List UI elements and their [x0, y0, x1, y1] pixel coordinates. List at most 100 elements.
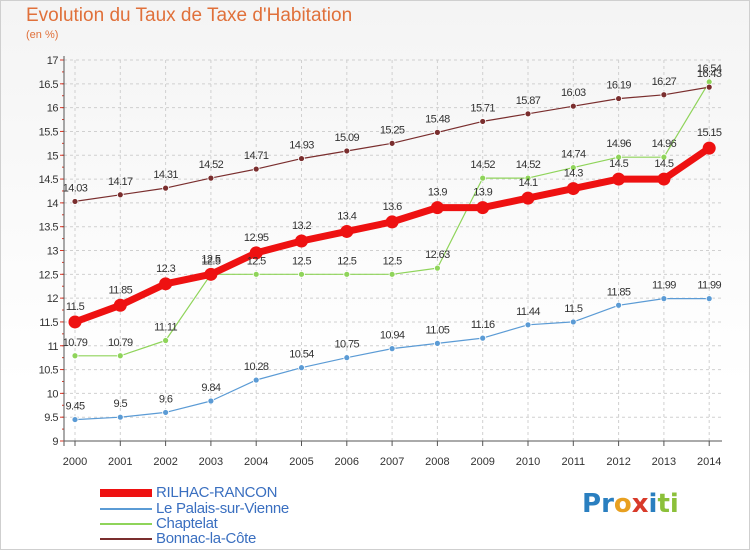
- data-point: [113, 298, 127, 312]
- data-label: 14.03: [63, 182, 88, 194]
- legend-label: RILHAC-RANCON: [156, 484, 278, 501]
- legend-swatch: [100, 489, 152, 497]
- y-tick-label: 15: [47, 150, 59, 162]
- data-point: [204, 267, 218, 281]
- data-label: 12.5: [337, 255, 356, 267]
- data-label: 9.45: [65, 401, 84, 413]
- x-tick-label: 2012: [606, 456, 630, 468]
- data-label: 14.3: [564, 168, 583, 180]
- data-label: 11.5: [66, 301, 85, 313]
- data-label: 10.79: [63, 337, 88, 349]
- data-label: 10.54: [289, 349, 314, 361]
- x-tick-label: 2009: [470, 456, 494, 468]
- data-label: 14.71: [244, 150, 269, 162]
- data-label: 16.27: [652, 76, 677, 88]
- data-point: [524, 174, 532, 182]
- data-label: 13.9: [473, 187, 492, 199]
- data-label: 13.4: [337, 210, 356, 222]
- data-label: 15.87: [516, 95, 541, 107]
- data-point: [430, 201, 444, 215]
- logo-letter: i: [669, 489, 679, 519]
- data-point: [116, 413, 124, 421]
- logo-letter: o: [613, 489, 632, 519]
- data-label: 9.6: [159, 393, 173, 405]
- x-tick-label: 2011: [561, 456, 585, 468]
- data-point: [388, 270, 396, 278]
- data-point: [705, 83, 713, 91]
- x-tick-label: 2013: [652, 456, 676, 468]
- logo-letter: r: [601, 489, 614, 519]
- data-label: 10.94: [380, 330, 405, 342]
- data-point: [569, 164, 577, 172]
- data-label: 14.5: [609, 158, 628, 170]
- data-label: 9.84: [201, 382, 220, 394]
- data-point: [249, 246, 263, 260]
- data-point: [569, 318, 577, 326]
- data-point: [521, 191, 535, 205]
- data-point: [476, 201, 490, 215]
- y-tick-label: 9: [52, 436, 58, 448]
- y-tick-label: 13: [47, 246, 59, 258]
- data-label: 14.93: [289, 140, 314, 152]
- data-point: [207, 174, 215, 182]
- data-label: 11.16: [471, 319, 495, 331]
- x-tick-label: 2014: [697, 456, 721, 468]
- x-tick-label: 2000: [63, 456, 87, 468]
- proxiti-logo: Proxiti: [582, 489, 679, 519]
- data-label: 12.3: [156, 263, 175, 275]
- data-point: [162, 409, 170, 416]
- data-point: [298, 155, 305, 162]
- data-point: [524, 110, 532, 118]
- data-label: 10.28: [244, 361, 269, 373]
- data-point: [159, 277, 173, 291]
- y-tick-label: 15.5: [39, 126, 59, 138]
- data-point: [116, 191, 124, 199]
- data-point: [479, 334, 487, 342]
- legend-swatch: [100, 508, 152, 510]
- unit-label: (en %): [26, 29, 59, 41]
- data-point: [566, 182, 580, 196]
- data-label: 15.25: [380, 124, 405, 136]
- data-label: 14.74: [561, 149, 586, 161]
- legend-swatch: [100, 538, 152, 540]
- chart-title: Evolution du Taux de Taxe d'Habitation: [26, 5, 353, 26]
- data-point: [388, 139, 396, 147]
- data-point: [612, 172, 626, 186]
- data-point: [660, 153, 668, 161]
- data-label: 15.48: [425, 113, 450, 125]
- data-point: [116, 352, 124, 360]
- data-point: [252, 165, 260, 173]
- y-tick-label: 12: [47, 293, 59, 305]
- legend-label: Chaptelat: [156, 515, 218, 532]
- data-point: [615, 95, 622, 102]
- data-label: 14.52: [470, 159, 495, 171]
- data-point: [705, 295, 713, 303]
- data-point: [71, 198, 79, 205]
- data-label: 11.5: [564, 303, 583, 315]
- data-label: 12.5: [292, 255, 311, 267]
- data-label: 16.03: [561, 87, 586, 99]
- y-tick-label: 14: [47, 198, 59, 210]
- data-label: 16.43: [697, 68, 722, 80]
- y-tick-label: 12.5: [39, 269, 59, 281]
- data-point: [615, 153, 622, 161]
- data-label: 12.5: [201, 253, 220, 265]
- data-point: [388, 345, 396, 353]
- data-label: 14.96: [606, 138, 631, 150]
- data-point: [479, 118, 487, 125]
- data-point: [660, 91, 668, 99]
- y-tick-label: 16: [47, 103, 59, 115]
- data-point: [162, 184, 170, 192]
- logo-letter: t: [657, 489, 670, 519]
- legend-swatch: [100, 523, 152, 525]
- x-tick-label: 2008: [425, 456, 449, 468]
- y-tick-label: 11.5: [39, 317, 58, 329]
- y-tick-label: 14.5: [39, 174, 59, 186]
- data-point: [298, 364, 305, 372]
- data-label: 15.09: [335, 132, 360, 144]
- data-label: 13.6: [383, 201, 402, 213]
- x-tick-label: 2010: [516, 456, 540, 468]
- data-label: 14.96: [652, 138, 677, 150]
- data-point: [162, 337, 170, 344]
